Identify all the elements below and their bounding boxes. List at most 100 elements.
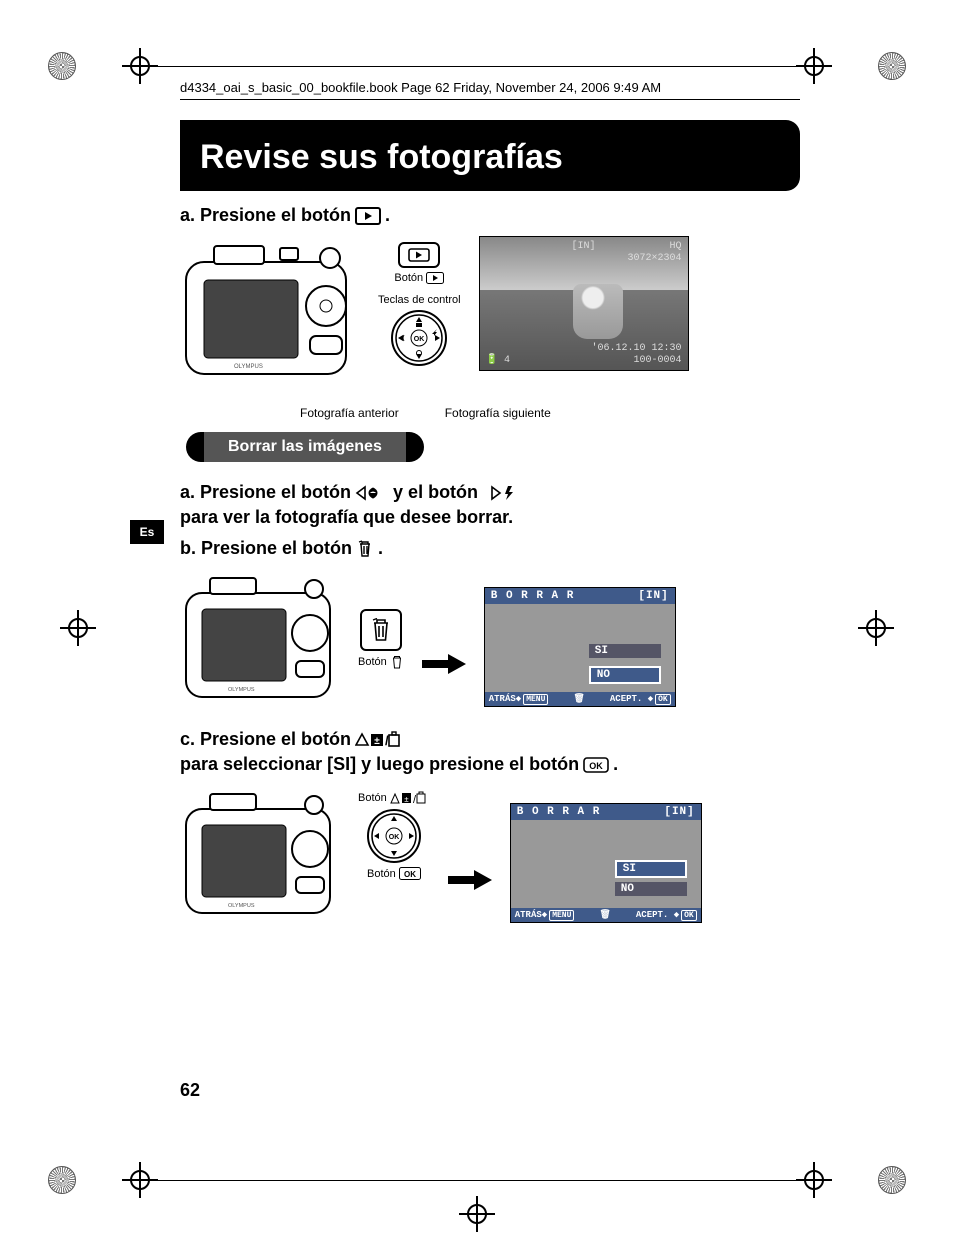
crop-line-bottom [150, 1180, 804, 1181]
screen1-menu: MENU [523, 694, 548, 705]
screen1-ok: OK [655, 694, 671, 705]
svg-text:OK: OK [414, 336, 425, 343]
header-path: d4334_oai_s_basic_00_bookfile.book Page … [180, 80, 800, 100]
boton-up-label: Botón [358, 792, 387, 804]
screen2-in: [IN] [664, 806, 694, 818]
svg-text:/: / [413, 794, 417, 805]
trash-icon [356, 540, 374, 558]
svg-text:OK: OK [589, 761, 603, 771]
sub-heading: Borrar las imágenes [186, 432, 424, 462]
screen2-ok: OK [681, 910, 697, 921]
screen2-menu: MENU [549, 910, 574, 921]
reg-cross-bc [463, 1200, 491, 1228]
svg-text:OLYMPUS: OLYMPUS [228, 687, 255, 693]
dpad-icon: OK [394, 313, 444, 363]
reg-cross-mr [862, 614, 890, 642]
screen1-accept: ACEPT. [610, 694, 642, 704]
screen2-no[interactable]: NO [615, 882, 687, 896]
right-flash-icon [482, 484, 516, 502]
delete-step-c: c. Presione el botón ± / para selecciona… [180, 729, 800, 775]
svg-text:OK: OK [404, 870, 416, 879]
camera-illustration-3: OLYMPUS [180, 785, 340, 925]
ok-icon-sm: OK [399, 867, 421, 880]
screen1-in: [IN] [638, 590, 668, 602]
play-button-icon [355, 207, 381, 225]
up-compose-icon-sm: ± / [390, 791, 430, 805]
figure-delete-1: OLYMPUS Botón B O R R A R [IN] SI NO [180, 569, 800, 709]
delete-screen-1: B O R R A R [IN] SI NO ATRÁS◆MENU 🗑 ACEP… [484, 587, 676, 707]
del-c-2: para seleccionar [SI] y luego presione e… [180, 754, 579, 775]
boton-ok-label: Botón [367, 868, 396, 880]
del-b-1: b. Presione el botón [180, 538, 352, 559]
arrow-icon-1 [422, 654, 466, 674]
reg-cross-tr [800, 52, 828, 80]
preview-file: 100-0004 [592, 355, 682, 367]
svg-text:OLYMPUS: OLYMPUS [228, 903, 255, 909]
reg-mark-bl [48, 1166, 76, 1194]
next-photo-label: Fotografía siguiente [445, 406, 551, 420]
camera-illustration-2: OLYMPUS [180, 569, 340, 709]
trash-button-callout: Botón [358, 609, 404, 669]
del-c-1: c. Presione el botón [180, 729, 351, 750]
del-a-1: a. Presione el botón [180, 482, 351, 503]
reg-cross-ml [64, 614, 92, 642]
svg-text:OLYMPUS: OLYMPUS [234, 364, 263, 370]
preview-date: '06.12.10 12:30 [592, 343, 682, 355]
delete-step-b: b. Presione el botón . [180, 538, 800, 559]
delete-step-a: a. Presione el botón y el botón para ver… [180, 482, 800, 528]
play-icon-sm [426, 272, 444, 284]
reg-mark-tr [878, 1166, 906, 1194]
crop-line-top [150, 66, 804, 67]
preview-subject [573, 284, 623, 339]
dpad-icon-2: OK [370, 812, 418, 860]
reg-mark-br2 [878, 52, 906, 80]
step-a: a. Presione el botón . [180, 205, 800, 226]
screen2-back: ATRÁS [515, 910, 542, 920]
camera-illustration-1: OLYMPUS [180, 236, 360, 386]
screen2-si[interactable]: SI [615, 860, 687, 878]
figure-delete-2: OLYMPUS Botón ± / OK [180, 785, 800, 925]
del-a-3: para ver la fotografía que desee borrar. [180, 507, 513, 528]
trash-icon-sm [390, 655, 404, 669]
prev-next-labels: Fotografía anterior Fotografía siguiente [300, 406, 800, 420]
language-tab: Es [130, 520, 164, 544]
left-flower-icon [355, 484, 389, 502]
boton-label-2: Botón [358, 656, 387, 668]
preview-count: 4 [504, 355, 510, 366]
delete-screen-2: B O R R A R [IN] SI NO ATRÁS◆MENU 🗑 ACEP… [510, 803, 702, 923]
screen1-no[interactable]: NO [589, 666, 661, 684]
prev-photo-label: Fotografía anterior [300, 406, 399, 420]
teclas-label: Teclas de control [378, 294, 461, 306]
page-number: 62 [180, 1080, 200, 1101]
del-c-3: . [613, 754, 618, 775]
svg-text:±: ± [404, 795, 409, 804]
screen1-si[interactable]: SI [589, 644, 661, 658]
preview-in: [IN] [572, 241, 596, 252]
del-a-2: y el botón [393, 482, 478, 503]
page-title-banner: Revise sus fotografías [180, 120, 800, 191]
control-keys-callout: Teclas de control OK [378, 294, 461, 366]
svg-text:±: ± [374, 736, 380, 747]
play-icon [408, 248, 430, 262]
screen2-accept: ACEPT. [636, 910, 668, 920]
up-button-callout: Botón ± / OK [358, 791, 430, 880]
trash-icon-lg [370, 618, 392, 642]
boton-label-1: Botón [394, 272, 423, 284]
up-compose-icon: ± / [355, 731, 401, 749]
reg-mark-tl [48, 52, 76, 80]
screen1-back: ATRÁS [489, 694, 516, 704]
svg-text:OK: OK [389, 834, 400, 841]
screen1-title: B O R R A R [491, 590, 575, 602]
screen2-title: B O R R A R [517, 806, 601, 818]
reg-cross-br [800, 1166, 828, 1194]
preview-res: 3072×2304 [628, 253, 682, 265]
ok-button-icon: OK [583, 757, 609, 773]
photo-preview: [IN] HQ 3072×2304 '06.12.10 12:30 100-00… [479, 236, 689, 371]
play-button-callout: Botón [378, 242, 461, 284]
figure-top: OLYMPUS Botón Teclas de control [180, 236, 800, 386]
preview-hq: HQ [628, 241, 682, 253]
step-a-prefix: a. Presione el botón [180, 205, 351, 226]
del-b-2: . [378, 538, 383, 559]
step-a-suffix: . [385, 205, 390, 226]
arrow-icon-2 [448, 870, 492, 890]
